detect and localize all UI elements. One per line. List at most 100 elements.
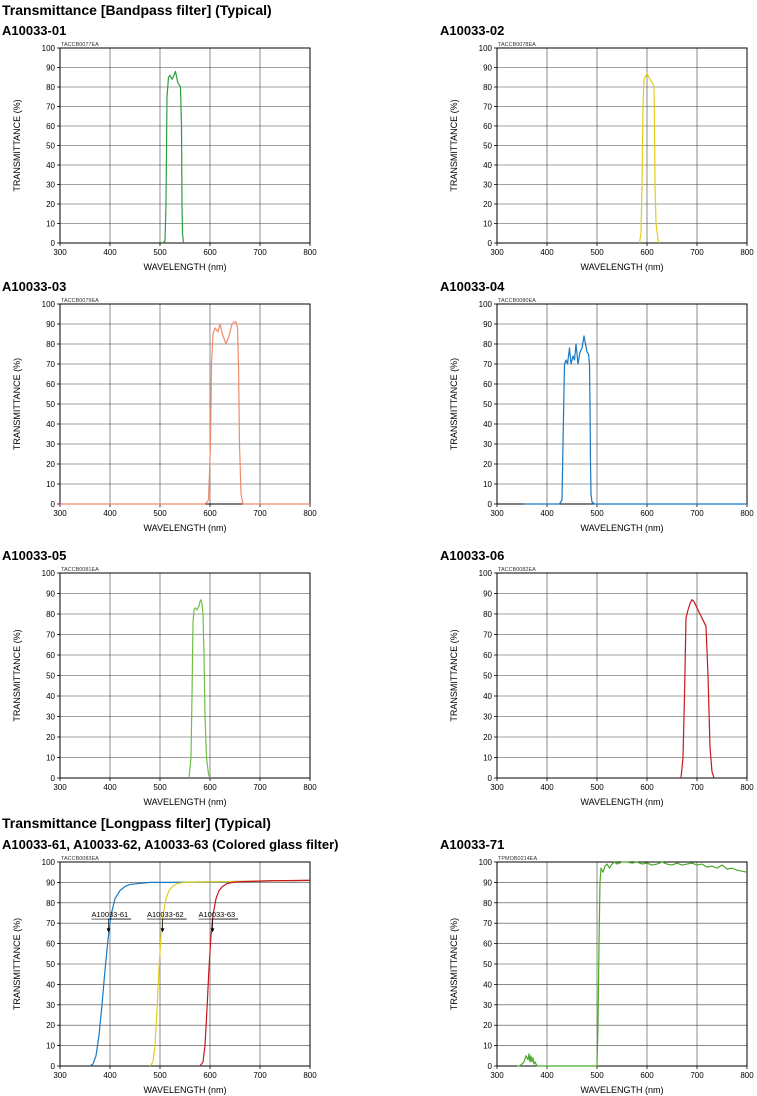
figure-code: TACCB0082EA — [498, 567, 536, 573]
x-tick-label: 400 — [540, 783, 554, 792]
y-tick-label: 70 — [483, 919, 492, 928]
y-tick-label: 100 — [479, 44, 493, 53]
x-tick-label: 700 — [690, 509, 704, 518]
x-tick-label: 400 — [103, 248, 117, 257]
series-line-a10033-61 — [89, 879, 311, 1067]
x-tick-label: 300 — [53, 1071, 67, 1080]
y-tick-label: 0 — [488, 500, 493, 509]
x-tick-label: 700 — [690, 1071, 704, 1080]
x-tick-label: 600 — [203, 1071, 217, 1080]
x-tick-label: 600 — [203, 783, 217, 792]
x-tick-label: 500 — [153, 509, 167, 518]
x-tick-label: 300 — [490, 1071, 504, 1080]
y-tick-label: 10 — [483, 480, 492, 489]
y-tick-label: 90 — [46, 878, 55, 887]
chart-a10033-05: 0 10 20 30 40 50 60 70 80 90 100 300 400 500 600 700 800… — [12, 567, 317, 807]
y-axis-label: TRANSMITTANCE (%) — [12, 358, 22, 450]
series-line — [162, 70, 185, 244]
x-tick-label: 400 — [103, 1071, 117, 1080]
x-tick-label: 500 — [590, 783, 604, 792]
x-tick-label: 800 — [303, 509, 317, 518]
y-tick-label: 30 — [483, 1001, 492, 1010]
x-tick-label: 700 — [690, 248, 704, 257]
y-tick-label: 20 — [46, 1021, 55, 1030]
panel-title-a10033-01: A10033-01 — [2, 23, 67, 38]
annotation-arrowhead — [160, 928, 165, 933]
x-tick-label: 700 — [690, 783, 704, 792]
series-line — [524, 335, 747, 505]
figure-code: TACCB0083EA — [61, 856, 99, 862]
chart-a10033-06: 0 10 20 30 40 50 60 70 80 90 100 300 400 500 600 700 800… — [449, 567, 754, 807]
y-tick-label: 0 — [488, 774, 493, 783]
x-axis-label: WAVELENGTH (nm) — [143, 1085, 226, 1095]
y-tick-label: 30 — [483, 713, 492, 722]
chart-a10033-61-62-63: 0 10 20 30 40 50 60 70 80 90 100 300 400 500 600 700 800… — [12, 856, 317, 1095]
x-tick-label: 300 — [490, 783, 504, 792]
x-tick-label: 600 — [203, 248, 217, 257]
x-axis-label: WAVELENGTH (nm) — [580, 262, 663, 272]
chart-a10033-71: 0 10 20 30 40 50 60 70 80 90 100 300 400 500 600 700 800… — [449, 856, 754, 1095]
x-tick-label: 300 — [53, 783, 67, 792]
x-tick-label: 400 — [540, 1071, 554, 1080]
y-axis-label: TRANSMITTANCE (%) — [449, 918, 459, 1010]
section-title-longpass: Transmittance [Longpass filter] (Typical… — [2, 815, 271, 831]
y-axis-label: TRANSMITTANCE (%) — [12, 99, 22, 191]
x-tick-label: 600 — [640, 248, 654, 257]
panel-title-a10033-06: A10033-06 — [440, 548, 505, 563]
y-tick-label: 50 — [46, 400, 55, 409]
y-axis-label: TRANSMITTANCE (%) — [449, 358, 459, 450]
y-tick-label: 10 — [483, 754, 492, 763]
x-tick-label: 500 — [153, 783, 167, 792]
y-tick-label: 30 — [46, 1001, 55, 1010]
y-tick-label: 0 — [488, 239, 493, 248]
x-tick-label: 800 — [740, 509, 754, 518]
plot-frame — [496, 572, 748, 779]
figure-code: TACCB0079EA — [61, 298, 99, 304]
x-axis-label: WAVELENGTH (nm) — [580, 1085, 663, 1095]
x-tick-label: 500 — [590, 509, 604, 518]
panel-title-a10033-03: A10033-03 — [2, 279, 67, 294]
x-tick-label: 400 — [103, 509, 117, 518]
x-tick-label: 700 — [253, 509, 267, 518]
x-tick-label: 600 — [640, 783, 654, 792]
y-axis-label: TRANSMITTANCE (%) — [12, 629, 22, 721]
y-tick-label: 90 — [46, 590, 55, 599]
x-tick-label: 600 — [640, 1071, 654, 1080]
y-tick-label: 60 — [46, 940, 55, 949]
x-tick-label: 400 — [103, 783, 117, 792]
y-tick-label: 100 — [42, 569, 56, 578]
x-tick-label: 500 — [153, 248, 167, 257]
y-tick-label: 80 — [483, 83, 492, 92]
chart-a10033-01: 0 10 20 30 40 50 60 70 80 90 100 300 400 500 600 700 800… — [12, 42, 317, 272]
y-tick-label: 60 — [46, 651, 55, 660]
y-tick-label: 0 — [488, 1062, 493, 1071]
y-tick-label: 0 — [51, 1062, 56, 1071]
x-tick-label: 800 — [740, 783, 754, 792]
y-axis-label: TRANSMITTANCE (%) — [449, 99, 459, 191]
y-tick-label: 20 — [46, 460, 55, 469]
plot-frame — [496, 47, 748, 244]
y-tick-label: 50 — [483, 960, 492, 969]
annotation-arrowhead — [210, 928, 215, 933]
annotation-leader — [212, 918, 239, 932]
y-tick-label: 60 — [483, 122, 492, 131]
y-tick-label: 40 — [46, 980, 55, 989]
y-tick-label: 70 — [483, 103, 492, 112]
x-tick-label: 800 — [303, 783, 317, 792]
x-tick-label: 300 — [53, 509, 67, 518]
y-tick-label: 70 — [483, 631, 492, 640]
y-tick-label: 40 — [46, 420, 55, 429]
y-tick-label: 90 — [483, 878, 492, 887]
series-line-a10033-62 — [149, 879, 311, 1067]
y-tick-label: 20 — [46, 733, 55, 742]
x-tick-label: 800 — [303, 248, 317, 257]
y-tick-label: 30 — [46, 713, 55, 722]
panel-title-a10033-02: A10033-02 — [440, 23, 505, 38]
y-tick-label: 90 — [483, 64, 492, 73]
y-tick-label: 10 — [483, 220, 492, 229]
x-axis-label: WAVELENGTH (nm) — [143, 262, 226, 272]
y-tick-label: 60 — [483, 651, 492, 660]
y-tick-label: 40 — [483, 161, 492, 170]
y-tick-label: 80 — [46, 83, 55, 92]
y-tick-label: 50 — [46, 960, 55, 969]
